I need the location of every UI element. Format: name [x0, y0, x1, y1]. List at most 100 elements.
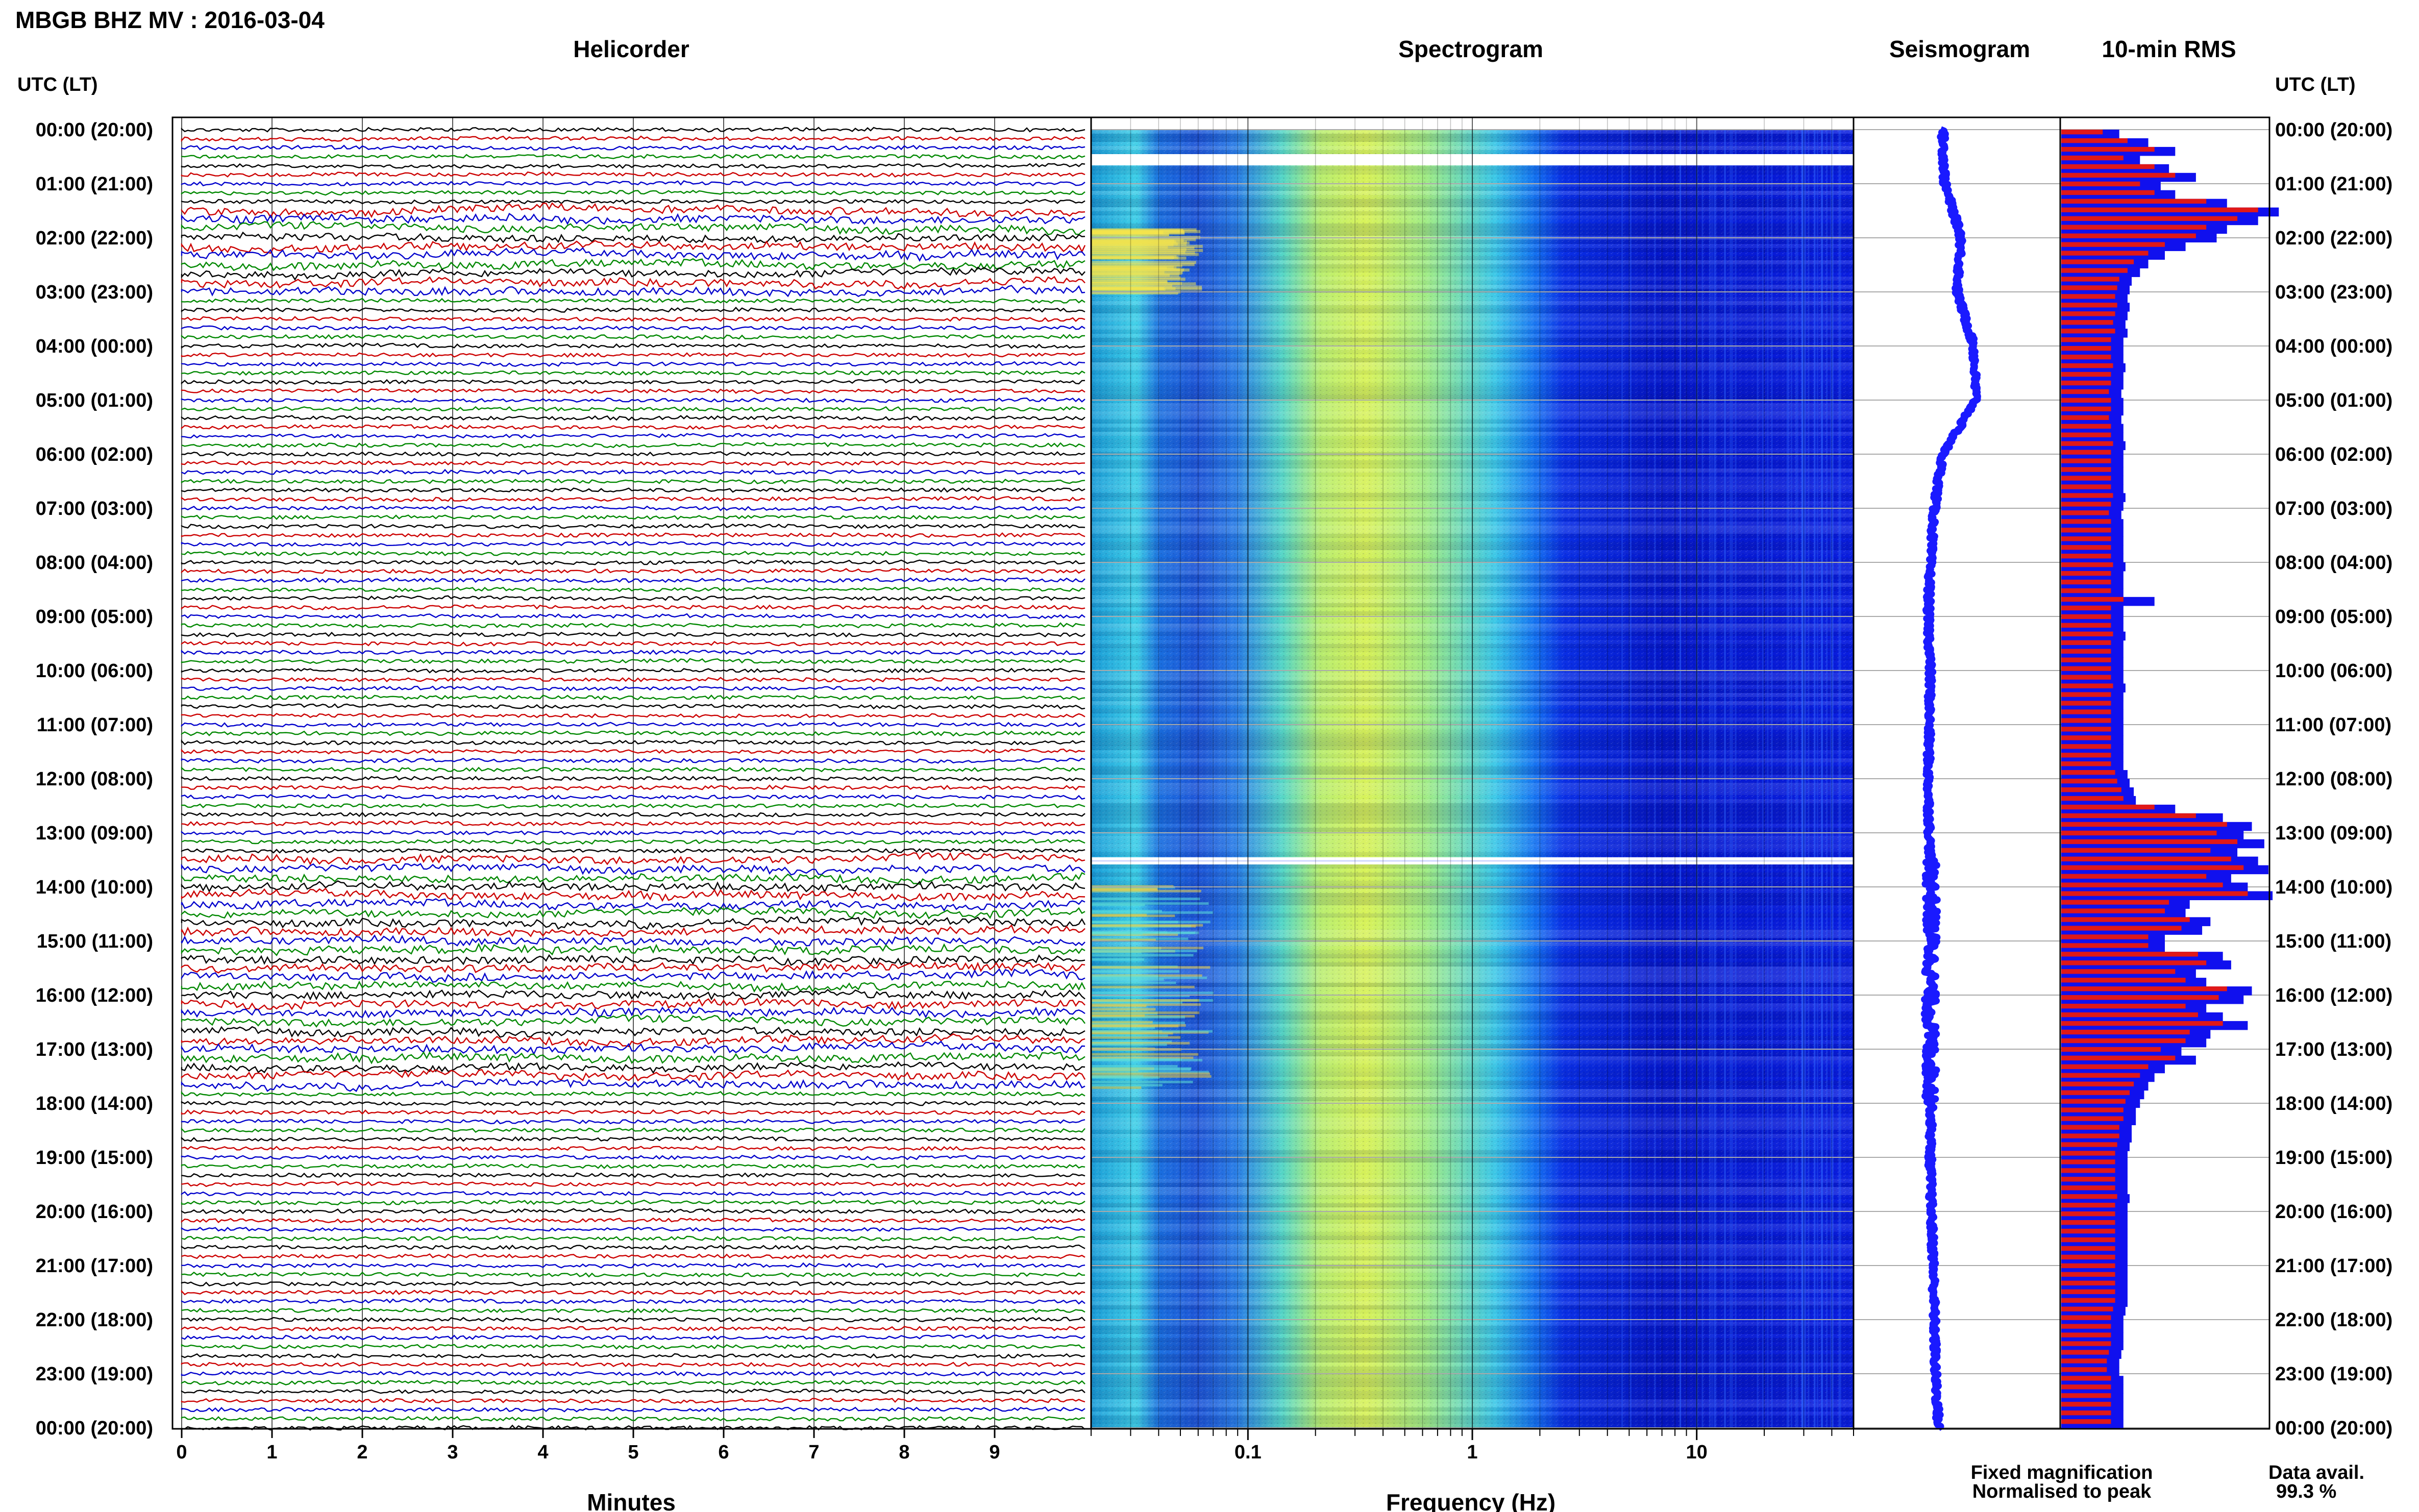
helicorder-trace — [181, 451, 1085, 457]
utc-label-right: UTC (LT) — [2275, 74, 2356, 95]
rms-bar — [2061, 225, 2207, 230]
rms-bar — [2061, 363, 2113, 368]
time-label-right: 13:00 (09:00) — [2275, 823, 2392, 844]
rms-bar — [2061, 1185, 2115, 1191]
helicorder-trace — [181, 1379, 1085, 1386]
rms-bar — [2061, 657, 2111, 662]
rms-bar — [2061, 303, 2117, 308]
helicorder-trace — [181, 748, 1085, 755]
rms-bar — [2061, 562, 2113, 567]
helicorder-tick-label: 9 — [989, 1442, 1000, 1463]
rms-bar — [2061, 1306, 2113, 1311]
helicorder-trace — [181, 1416, 1085, 1422]
rms-bar — [2061, 1324, 2111, 1329]
helicorder-trace — [181, 1325, 1085, 1332]
helicorder-trace — [181, 997, 1085, 1010]
time-label-left: 06:00 (02:00) — [36, 444, 153, 465]
rms-bar — [2061, 1194, 2117, 1199]
time-label-right: 10:00 (06:00) — [2275, 660, 2392, 682]
helicorder-trace — [181, 631, 1085, 638]
rms-bar — [2061, 1099, 2126, 1104]
rms-bar — [2061, 830, 2217, 836]
helicorder-trace — [181, 1398, 1085, 1404]
time-label-right: 23:00 (19:00) — [2275, 1364, 2392, 1385]
rms-bar — [2061, 960, 2207, 965]
helicorder-trace — [181, 135, 1085, 142]
helicorder-trace — [181, 722, 1085, 728]
helicorder-trace — [181, 887, 1085, 902]
helicorder-trace — [181, 1109, 1085, 1116]
helicorder-trace — [181, 171, 1085, 178]
helicorder-trace — [181, 649, 1085, 656]
rms-bar — [2061, 969, 2176, 974]
rms-bar — [2061, 1315, 2111, 1320]
helicorder-trace — [181, 551, 1085, 557]
helicorder-trace — [181, 1370, 1085, 1377]
time-label-left: 17:00 (13:00) — [36, 1039, 153, 1060]
helicorder-trace — [181, 495, 1085, 502]
helicorder-trace — [181, 1014, 1085, 1028]
helicorder-trace — [181, 1344, 1085, 1350]
time-label-left: 15:00 (11:00) — [37, 931, 153, 952]
helicorder-trace — [181, 342, 1085, 349]
helicorder-trace — [181, 980, 1086, 993]
helicorder-tick-label: 7 — [808, 1442, 819, 1463]
helicorder-trace — [181, 276, 1085, 290]
helicorder-trace — [181, 1334, 1085, 1341]
time-label-right: 16:00 (12:00) — [2275, 985, 2392, 1006]
helicorder-trace — [181, 1163, 1085, 1170]
rms-bar — [2061, 649, 2111, 654]
rms-bar — [2061, 1073, 2140, 1078]
rms-bar — [2061, 181, 2140, 187]
rms-bar — [2061, 839, 2238, 845]
rms-bar — [2061, 1358, 2107, 1364]
rms-bar — [2061, 891, 2248, 896]
rms-bar — [2061, 1159, 2115, 1164]
rms-bar — [2061, 1376, 2111, 1381]
rms-bar — [2061, 952, 2198, 957]
helicorder-trace — [181, 1262, 1085, 1269]
helicorder-trace — [181, 1389, 1085, 1395]
time-label-right: 15:00 (11:00) — [2275, 931, 2391, 952]
time-label-left: 00:00 (20:00) — [36, 1418, 153, 1439]
rms-bar — [2061, 337, 2111, 342]
helicorder-trace — [181, 442, 1085, 449]
helicorder-x-ticks: 0 1 2 3 4 5 6 7 8 9 — [176, 1429, 1000, 1463]
time-label-left: 07:00 (03:00) — [36, 498, 153, 519]
rms-bar — [2061, 329, 2115, 334]
rms-bar — [2061, 285, 2117, 290]
helicorder-trace — [181, 1026, 1085, 1038]
rms-bar — [2061, 536, 2111, 541]
helicorder-trace — [181, 577, 1085, 583]
rms-bar — [2061, 605, 2111, 611]
rms-bar — [2061, 172, 2176, 178]
helicorder-trace — [181, 898, 1085, 912]
time-label-right: 11:00 (07:00) — [2275, 714, 2391, 736]
rms-bar — [2061, 735, 2111, 740]
helicorder-trace — [181, 479, 1085, 484]
rms-bar — [2061, 1393, 2111, 1398]
helicorder-trace — [181, 258, 1085, 271]
helicorder-trace — [181, 163, 1085, 169]
rms-bar — [2061, 900, 2169, 905]
helicorder-trace — [181, 1040, 1085, 1056]
rms-bar — [2061, 1246, 2115, 1251]
rms-bar — [2061, 770, 2115, 775]
time-label-right: 14:00 (10:00) — [2275, 877, 2392, 898]
time-label-left: 13:00 (09:00) — [36, 823, 153, 844]
helicorder-trace — [181, 811, 1085, 818]
helicorder-trace — [181, 1154, 1085, 1160]
time-label-left: 04:00 (00:00) — [36, 336, 153, 357]
helicorder-trace — [181, 794, 1085, 800]
rms-bar — [2061, 1263, 2115, 1269]
spectrogram-tick-label: 0.1 — [1235, 1442, 1262, 1463]
time-axis-left: 00:00 (20:00) 01:00 (21:00) 02:00 (22:00) 0… — [36, 119, 153, 1439]
helicorder-trace — [181, 127, 1085, 133]
rms-bar — [2061, 631, 2113, 637]
helicorder-trace — [181, 915, 1086, 930]
time-label-left: 23:00 (19:00) — [36, 1364, 153, 1385]
helicorder-trace — [181, 961, 1085, 974]
rms-bar — [2061, 1402, 2111, 1407]
helicorder-trace — [181, 739, 1085, 746]
rms-bar — [2061, 874, 2207, 879]
